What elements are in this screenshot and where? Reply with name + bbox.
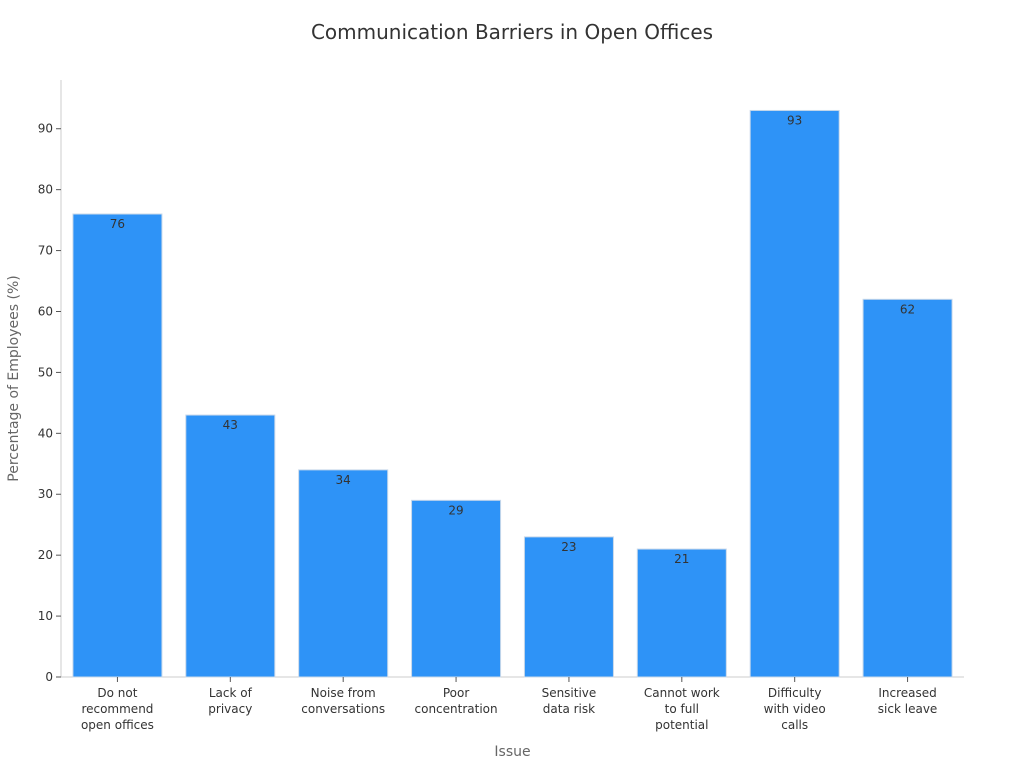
bar [636, 548, 727, 678]
bar-value-label: 62 [900, 302, 915, 316]
bar-value-label: 76 [110, 217, 125, 231]
y-axis-title: Percentage of Employees (%) [6, 275, 22, 481]
x-tick-label-line: concentration [415, 702, 498, 716]
bar [749, 109, 840, 678]
x-tick-label-line: sick leave [878, 702, 938, 716]
bar [411, 499, 502, 678]
x-tick-label-line: Increased [878, 686, 936, 700]
y-tick-label: 50 [38, 365, 53, 379]
x-tick-label-line: to full [665, 702, 699, 716]
bar [72, 213, 163, 678]
bar [185, 414, 276, 678]
y-tick-label: 60 [38, 304, 53, 318]
x-axis-title: Issue [494, 744, 530, 760]
x-tick-label-line: open offices [81, 718, 154, 732]
y-tick-label: 90 [38, 122, 53, 136]
x-tick-label: Cannot work to full potential [644, 686, 720, 732]
x-tick-label-line: with video [764, 702, 826, 716]
x-tick-label-line: privacy [208, 702, 252, 716]
x-tick-label-line: calls [781, 718, 808, 732]
bar-value-label: 23 [561, 540, 576, 554]
bar [862, 298, 953, 678]
bar-value-label: 43 [223, 418, 238, 432]
bar-value-label: 21 [674, 552, 689, 566]
x-tick-label-line: potential [655, 718, 708, 732]
y-tick-label: 70 [38, 244, 53, 258]
x-tick-label: Difficulty with video calls [764, 686, 826, 732]
y-tick-label: 0 [45, 670, 53, 684]
x-tick-label-line: Do not [97, 686, 137, 700]
x-tick-label: Sensitive data risk [542, 686, 597, 716]
chart-title: Communication Barriers in Open Offices [310, 20, 714, 44]
x-tick-label-line: Cannot work [644, 686, 720, 700]
bar-value-label: 93 [787, 113, 802, 127]
x-tick-label: Do not recommend open offices [81, 686, 154, 732]
x-tick-label: Noise from conversations [301, 686, 385, 716]
x-tick-label-line: recommend [81, 702, 153, 716]
y-tick-label: 80 [38, 183, 53, 197]
y-tick-label: 20 [38, 548, 53, 562]
x-tick-label: Poor concentration [415, 686, 498, 716]
x-tick-label-line: Difficulty [768, 686, 822, 700]
x-tick-label: Lack of privacy [208, 686, 252, 716]
x-tick-label-line: Noise from [311, 686, 376, 700]
x-tick-label-line: data risk [543, 702, 595, 716]
y-tick-label: 10 [38, 609, 53, 623]
y-tick-label: 40 [38, 426, 53, 440]
bar [523, 536, 614, 678]
x-tick-label-line: conversations [301, 702, 385, 716]
x-tick-label-line: Poor [443, 686, 469, 700]
x-tick-label-line: Lack of [209, 686, 253, 700]
y-tick-label: 30 [38, 487, 53, 501]
bar [298, 469, 389, 678]
bar-value-label: 29 [448, 503, 463, 517]
x-tick-label-line: Sensitive [542, 686, 597, 700]
bar-value-label: 34 [336, 473, 351, 487]
x-tick-label: Increased sick leave [878, 686, 938, 716]
